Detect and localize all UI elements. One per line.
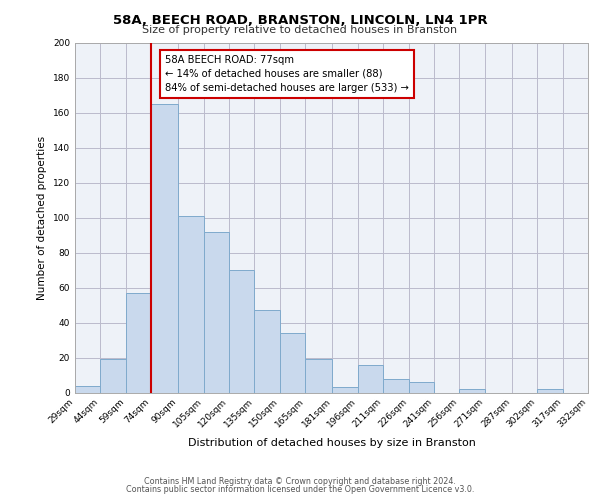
Text: Size of property relative to detached houses in Branston: Size of property relative to detached ho… xyxy=(142,25,458,35)
Bar xyxy=(126,292,151,392)
Bar xyxy=(280,333,305,392)
Bar xyxy=(383,378,409,392)
Bar xyxy=(460,389,485,392)
X-axis label: Distribution of detached houses by size in Branston: Distribution of detached houses by size … xyxy=(188,438,475,448)
Bar xyxy=(409,382,434,392)
Bar xyxy=(151,104,178,393)
Bar xyxy=(358,364,383,392)
Text: 58A, BEECH ROAD, BRANSTON, LINCOLN, LN4 1PR: 58A, BEECH ROAD, BRANSTON, LINCOLN, LN4 … xyxy=(113,14,487,27)
Bar xyxy=(254,310,280,392)
Bar xyxy=(332,387,358,392)
Bar xyxy=(305,359,332,392)
Text: Contains public sector information licensed under the Open Government Licence v3: Contains public sector information licen… xyxy=(126,485,474,494)
Bar xyxy=(100,359,126,392)
Bar xyxy=(203,232,229,392)
Bar xyxy=(178,216,203,392)
Bar xyxy=(537,389,563,392)
Text: Contains HM Land Registry data © Crown copyright and database right 2024.: Contains HM Land Registry data © Crown c… xyxy=(144,478,456,486)
Bar xyxy=(229,270,254,392)
Text: 58A BEECH ROAD: 77sqm
← 14% of detached houses are smaller (88)
84% of semi-deta: 58A BEECH ROAD: 77sqm ← 14% of detached … xyxy=(165,55,409,93)
Bar xyxy=(75,386,100,392)
Y-axis label: Number of detached properties: Number of detached properties xyxy=(37,136,47,300)
